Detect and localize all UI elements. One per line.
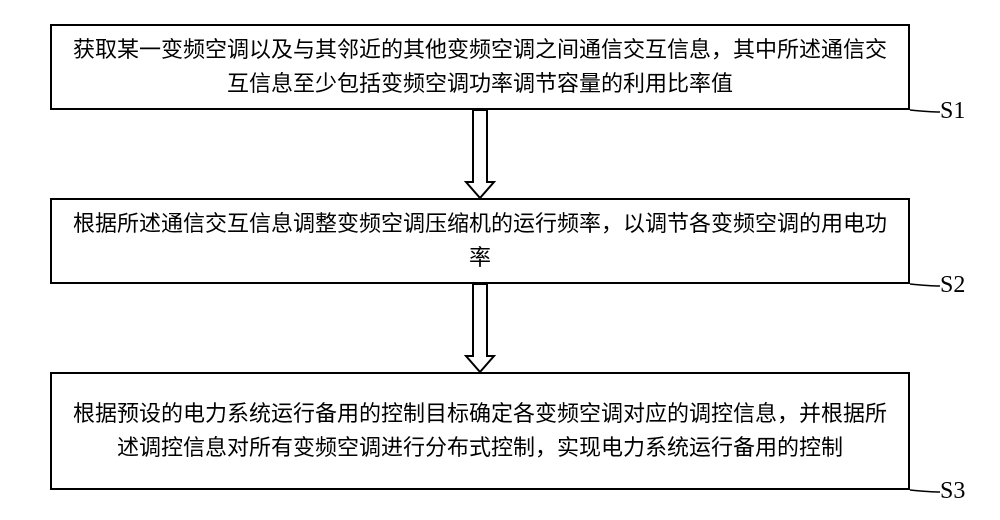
step-label-l2: S2	[940, 272, 965, 299]
flow-node-text: 根据预设的电力系统运行备用的控制目标确定各变频空调对应的调控信息，并根据所述调控…	[68, 397, 892, 465]
leader-curve-1	[908, 282, 942, 288]
flow-arrow-1	[464, 284, 496, 374]
flowchart-canvas: 获取某一变频空调以及与其邻近的其他变频空调之间通信交互信息，其中所述通信交互信息…	[0, 0, 1000, 520]
flow-arrow-0	[464, 110, 496, 200]
step-label-l3: S3	[940, 478, 965, 505]
flow-node-n2: 根据所述通信交互信息调整变频空调压缩机的运行频率，以调节各变频空调的用电功率	[50, 198, 910, 284]
step-label-l1: S1	[940, 98, 965, 125]
leader-curve-2	[908, 488, 942, 494]
flow-node-n1: 获取某一变频空调以及与其邻近的其他变频空调之间通信交互信息，其中所述通信交互信息…	[50, 24, 910, 110]
flow-node-text: 根据所述通信交互信息调整变频空调压缩机的运行频率，以调节各变频空调的用电功率	[68, 207, 892, 275]
leader-curve-0	[908, 108, 942, 114]
flow-node-n3: 根据预设的电力系统运行备用的控制目标确定各变频空调对应的调控信息，并根据所述调控…	[50, 372, 910, 490]
flow-node-text: 获取某一变频空调以及与其邻近的其他变频空调之间通信交互信息，其中所述通信交互信息…	[68, 33, 892, 101]
